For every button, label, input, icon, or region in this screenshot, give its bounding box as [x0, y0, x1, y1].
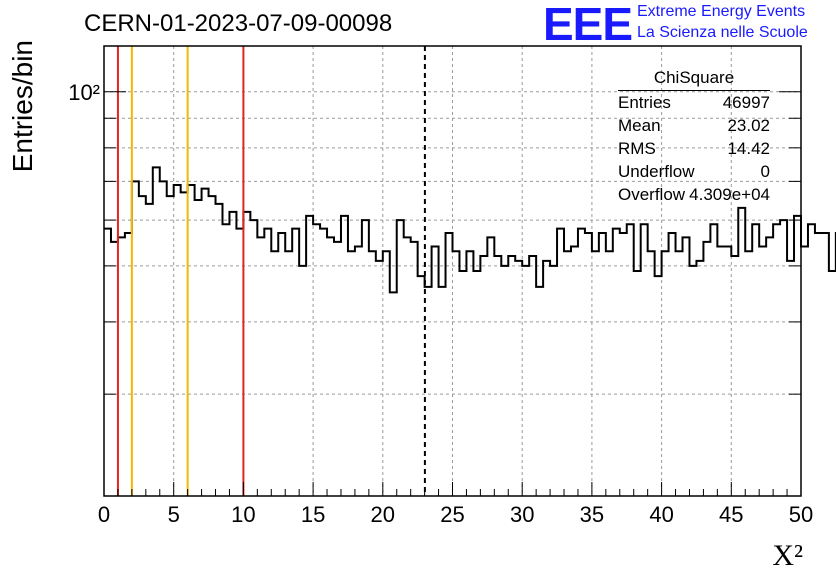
x-tick-label: 15 [301, 502, 325, 527]
stats-value: 0 [760, 162, 770, 181]
stats-value: 23.02 [727, 116, 770, 135]
stats-row-entries: Entries 46997 [610, 91, 778, 114]
stats-box: ChiSquare Entries 46997 Mean 23.02 RMS 1… [610, 66, 778, 206]
x-tick-label: 20 [371, 502, 395, 527]
x-tick-label: 45 [719, 502, 743, 527]
stats-title: ChiSquare [618, 66, 770, 91]
stats-row-mean: Mean 23.02 [610, 114, 778, 137]
x-tick-label: 10 [231, 502, 255, 527]
stats-row-rms: RMS 14.42 [610, 137, 778, 160]
stats-value: 4.309e+04 [689, 185, 770, 204]
stats-row-overflow: Overflow 4.309e+04 [610, 183, 778, 206]
stats-value: 14.42 [727, 139, 770, 158]
stats-key: Mean [618, 116, 661, 135]
x-tick-label: 25 [440, 502, 464, 527]
eee-logo-line2: La Scienza nelle Scuole [637, 24, 808, 41]
y-tick-label: 10² [68, 80, 100, 105]
x-tick-label: 50 [789, 502, 813, 527]
stats-row-underflow: Underflow 0 [610, 160, 778, 183]
x-tick-label: 5 [168, 502, 180, 527]
x-axis-title: X² [772, 539, 803, 572]
run-title: CERN-01-2023-07-09-00098 [84, 10, 393, 37]
x-tick-label: 40 [649, 502, 673, 527]
stats-value: 46997 [722, 93, 770, 112]
x-tick-label: 0 [98, 502, 110, 527]
x-tick-label: 30 [510, 502, 534, 527]
stats-key: Underflow [618, 162, 695, 181]
y-axis-title: Entries/bin [7, 40, 38, 172]
histogram-line [104, 166, 836, 294]
stats-key: Entries [618, 93, 671, 112]
eee-logo-line1: Extreme Energy Events [637, 3, 806, 20]
x-tick-label: 35 [580, 502, 604, 527]
stats-key: RMS [618, 139, 656, 158]
stats-key: Overflow [618, 185, 686, 204]
eee-logo: EEE [543, 0, 633, 50]
